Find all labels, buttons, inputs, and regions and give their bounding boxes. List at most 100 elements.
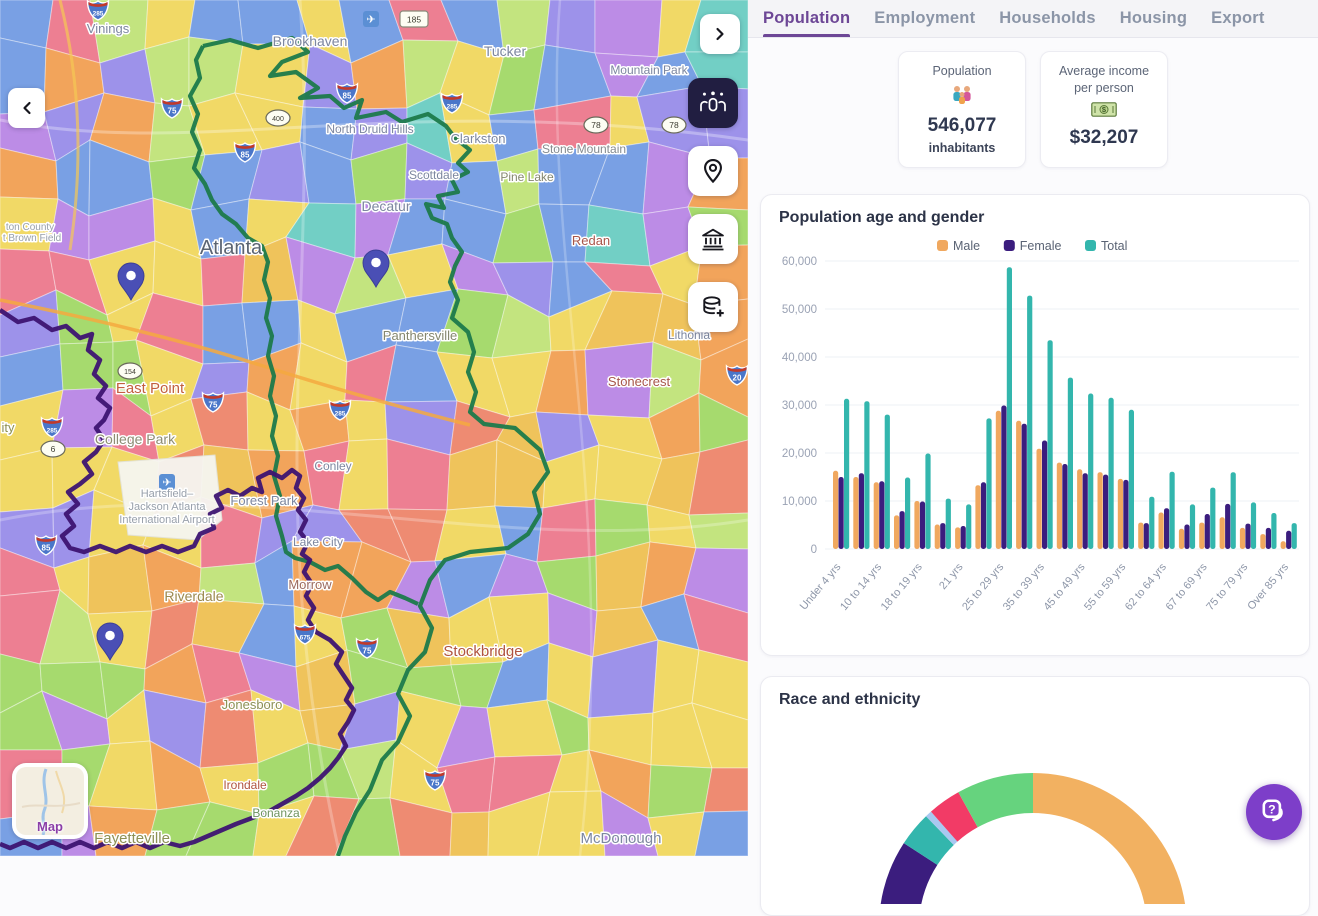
- svg-text:62 to 64 yrs: 62 to 64 yrs: [1123, 561, 1169, 613]
- road-shield: 75: [160, 97, 184, 119]
- choropleth-map[interactable]: ✈ 285 ✈ 185 85 285 75 400 78 78 85 154 20 75 285 285 6 85…: [0, 0, 748, 856]
- map-style-switcher[interactable]: Map: [12, 763, 88, 839]
- map-label: Vinings: [87, 21, 130, 36]
- airport-icon: ✈: [363, 11, 379, 27]
- svg-text:78: 78: [669, 120, 679, 130]
- map-label: North Druid Hills: [326, 122, 413, 136]
- demographics-people-icon: [700, 91, 726, 112]
- svg-text:78: 78: [591, 120, 601, 130]
- svg-text:?: ?: [1268, 803, 1276, 817]
- help-question-icon: ?: [1262, 799, 1283, 822]
- map-pin[interactable]: [96, 622, 124, 662]
- svg-text:60,000: 60,000: [782, 256, 817, 268]
- tab-households[interactable]: Households: [999, 9, 1096, 27]
- road-shield: 285: [40, 416, 64, 438]
- map-label: Panthersville: [383, 328, 457, 343]
- svg-text:20,000: 20,000: [782, 448, 817, 460]
- map-label: ity: [2, 420, 16, 435]
- map-label: Hartsfield–: [141, 488, 194, 500]
- chevron-left-icon: [22, 101, 31, 115]
- map-canvas[interactable]: ✈ 285 ✈ 185 85 285 75 400 78 78 85 154 20 75 285 285 6 85…: [0, 0, 748, 856]
- map-label: Stockbridge: [443, 643, 522, 660]
- svg-text:10,000: 10,000: [782, 496, 817, 508]
- location-pin-icon: [704, 158, 722, 184]
- stat-sublabel: inhabitants: [928, 140, 996, 155]
- stat-value: $32,207: [1069, 126, 1139, 148]
- svg-text:67 to 69 yrs: 67 to 69 yrs: [1164, 561, 1210, 613]
- road-shield: 675: [293, 623, 317, 645]
- road-shield: 185: [399, 10, 429, 28]
- expand-left-button[interactable]: [8, 88, 45, 128]
- map-label: Bonanza: [252, 806, 300, 820]
- tab-population[interactable]: Population: [763, 0, 851, 37]
- map-label: Morrow: [288, 577, 332, 592]
- svg-text:18 to 19 yrs: 18 to 19 yrs: [879, 561, 925, 613]
- svg-text:20: 20: [733, 374, 742, 383]
- road-shield: 285: [328, 399, 352, 421]
- map-label: Fayetteville: [94, 830, 170, 847]
- road-shield: 75: [355, 637, 379, 659]
- svg-text:285: 285: [47, 428, 58, 435]
- svg-text:285: 285: [335, 411, 346, 418]
- map-style-label: Map: [37, 819, 63, 834]
- map-pin[interactable]: [362, 249, 390, 289]
- tab-employment[interactable]: Employment: [874, 9, 976, 27]
- svg-text:Total: Total: [1101, 239, 1127, 253]
- tab-bar: Population Employment Households Housing Exp…: [748, 0, 1318, 38]
- add-data-button[interactable]: [688, 282, 738, 332]
- results-panel: Population Employment Households Housing Exp…: [748, 0, 1318, 916]
- road-shield: 285: [440, 92, 464, 114]
- stat-label: Average income per person: [1058, 64, 1150, 95]
- road-shield: 85: [335, 82, 359, 104]
- map-label: Brookhaven: [273, 33, 348, 49]
- svg-text:55 to 59 yrs: 55 to 59 yrs: [1082, 561, 1128, 613]
- tab-housing[interactable]: Housing: [1119, 9, 1188, 27]
- database-add-icon: [703, 296, 724, 317]
- demographics-layer-button[interactable]: [688, 78, 738, 128]
- map-label: Conley: [314, 459, 351, 473]
- svg-text:285: 285: [93, 11, 104, 18]
- map-label: Jonesboro: [222, 697, 283, 712]
- svg-text:400: 400: [272, 116, 284, 123]
- race-ethnicity-chart-card: Race and ethnicity: [760, 676, 1310, 916]
- map-label: Decatur: [361, 198, 410, 214]
- age-chart-title: Population age and gender: [779, 209, 985, 226]
- svg-text:75 to 79 yrs: 75 to 79 yrs: [1204, 561, 1250, 613]
- tab-export[interactable]: Export: [1211, 9, 1265, 27]
- collapse-panel-button[interactable]: [700, 14, 740, 54]
- road-shield: 75: [201, 391, 225, 413]
- help-button[interactable]: ?: [1246, 784, 1302, 840]
- svg-text:Under 4 yrs: Under 4 yrs: [798, 561, 844, 613]
- road-shield: 75: [423, 769, 447, 791]
- map-label: Pine Lake: [500, 170, 554, 184]
- svg-text:75: 75: [431, 779, 440, 788]
- svg-text:75: 75: [363, 647, 372, 656]
- svg-text:Over 85 yrs: Over 85 yrs: [1245, 561, 1291, 613]
- road-shield: 400: [265, 109, 291, 127]
- stat-label: Population: [932, 64, 992, 78]
- road-shield: 285: [86, 0, 110, 21]
- svg-text:Male: Male: [953, 239, 980, 253]
- svg-text:185: 185: [407, 15, 421, 25]
- map-pin[interactable]: [117, 262, 145, 302]
- map-label: Scottdale: [409, 168, 459, 182]
- map-label: Tucker: [484, 43, 527, 59]
- svg-text:10 to 14 yrs: 10 to 14 yrs: [838, 561, 884, 613]
- map-label: Redan: [572, 233, 610, 248]
- svg-text:40,000: 40,000: [782, 352, 817, 364]
- svg-text:0: 0: [811, 544, 817, 556]
- location-layer-button[interactable]: [688, 146, 738, 196]
- svg-text:Female: Female: [1020, 239, 1062, 253]
- svg-text:75: 75: [209, 401, 218, 410]
- race-chart-title: Race and ethnicity: [779, 691, 921, 708]
- svg-text:285: 285: [447, 104, 458, 111]
- bank-layer-button[interactable]: [688, 214, 738, 264]
- road-shield: 6: [40, 440, 66, 458]
- map-label: t Brown Field: [3, 233, 61, 244]
- road-shield: 78: [583, 116, 609, 134]
- road-shield: 78: [661, 116, 687, 134]
- svg-text:✈: ✈: [162, 477, 171, 489]
- map-label: Irondale: [223, 778, 267, 792]
- stat-card-population: Population 546,077 inhabitants: [898, 51, 1026, 168]
- svg-text:30,000: 30,000: [782, 400, 817, 412]
